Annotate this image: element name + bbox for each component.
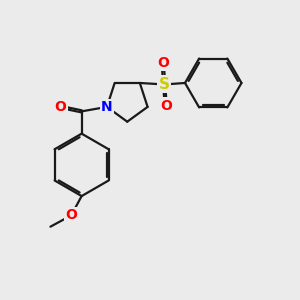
Text: O: O xyxy=(65,208,77,222)
Text: O: O xyxy=(160,99,172,113)
Text: N: N xyxy=(101,100,113,114)
Text: S: S xyxy=(159,77,170,92)
Text: O: O xyxy=(157,56,169,70)
Text: O: O xyxy=(54,100,66,114)
